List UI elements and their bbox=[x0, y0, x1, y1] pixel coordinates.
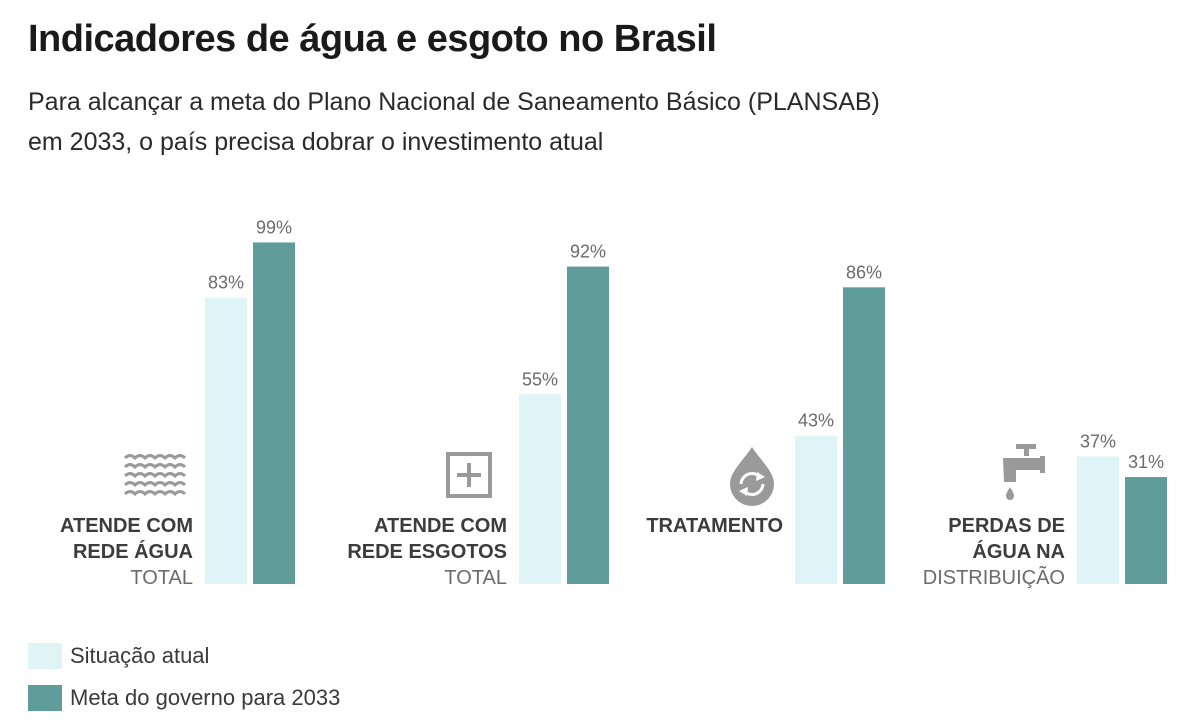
bar-target-3 bbox=[1125, 477, 1167, 584]
bar-current-1 bbox=[519, 394, 561, 584]
legend-label-current: Situação atual bbox=[70, 643, 210, 668]
bar-current-0 bbox=[205, 297, 247, 584]
data-label-current-1: 55% bbox=[522, 369, 558, 389]
legend-swatch-current bbox=[28, 643, 62, 669]
category-label-3-line-0: PERDAS DE bbox=[948, 515, 1065, 537]
bar-target-2 bbox=[843, 287, 885, 584]
legend-swatch-target bbox=[28, 685, 62, 711]
chart-subtitle: Para alcançar a meta do Plano Nacional d… bbox=[28, 82, 1028, 162]
category-label-1-line-1: REDE ESGOTOS bbox=[347, 541, 507, 563]
subtitle-line-1: Para alcançar a meta do Plano Nacional d… bbox=[28, 88, 880, 116]
faucet-icon bbox=[1003, 444, 1045, 500]
legend-target: Meta do governo para 2033 bbox=[28, 684, 340, 712]
data-label-current-2: 43% bbox=[798, 411, 834, 431]
data-label-target-0: 99% bbox=[256, 217, 292, 237]
waves-icon bbox=[123, 454, 187, 497]
data-label-target-1: 92% bbox=[570, 242, 606, 262]
sewer-grid-icon bbox=[446, 452, 492, 498]
category-sublabel-1: TOTAL bbox=[444, 567, 507, 589]
data-label-current-3: 37% bbox=[1080, 431, 1116, 451]
data-label-current-0: 83% bbox=[208, 273, 244, 293]
legend-current: Situação atual bbox=[28, 642, 209, 670]
category-label-0-line-1: REDE ÁGUA bbox=[73, 540, 193, 563]
chart-title: Indicadores de água e esgoto no Brasil bbox=[28, 18, 717, 60]
bar-current-3 bbox=[1077, 456, 1119, 584]
data-label-target-2: 86% bbox=[846, 262, 882, 282]
category-sublabel-0: TOTAL bbox=[130, 567, 193, 589]
bar-current-2 bbox=[795, 435, 837, 584]
water-drop-recycle-icon bbox=[730, 447, 774, 506]
legend-label-target: Meta do governo para 2033 bbox=[70, 685, 341, 710]
subtitle-line-2: em 2033, o país precisa dobrar o investi… bbox=[28, 128, 604, 156]
category-label-3-line-1: ÁGUA NA bbox=[972, 540, 1065, 563]
category-label-0-line-0: ATENDE COM bbox=[60, 515, 193, 537]
bar-target-1 bbox=[567, 266, 609, 584]
category-label-2-line-0: TRATAMENTO bbox=[646, 515, 783, 537]
category-sublabel-3: DISTRIBUIÇÃO bbox=[923, 565, 1065, 589]
category-label-1-line-0: ATENDE COM bbox=[374, 515, 507, 537]
bar-target-0 bbox=[253, 242, 295, 584]
data-label-target-3: 31% bbox=[1128, 452, 1164, 472]
